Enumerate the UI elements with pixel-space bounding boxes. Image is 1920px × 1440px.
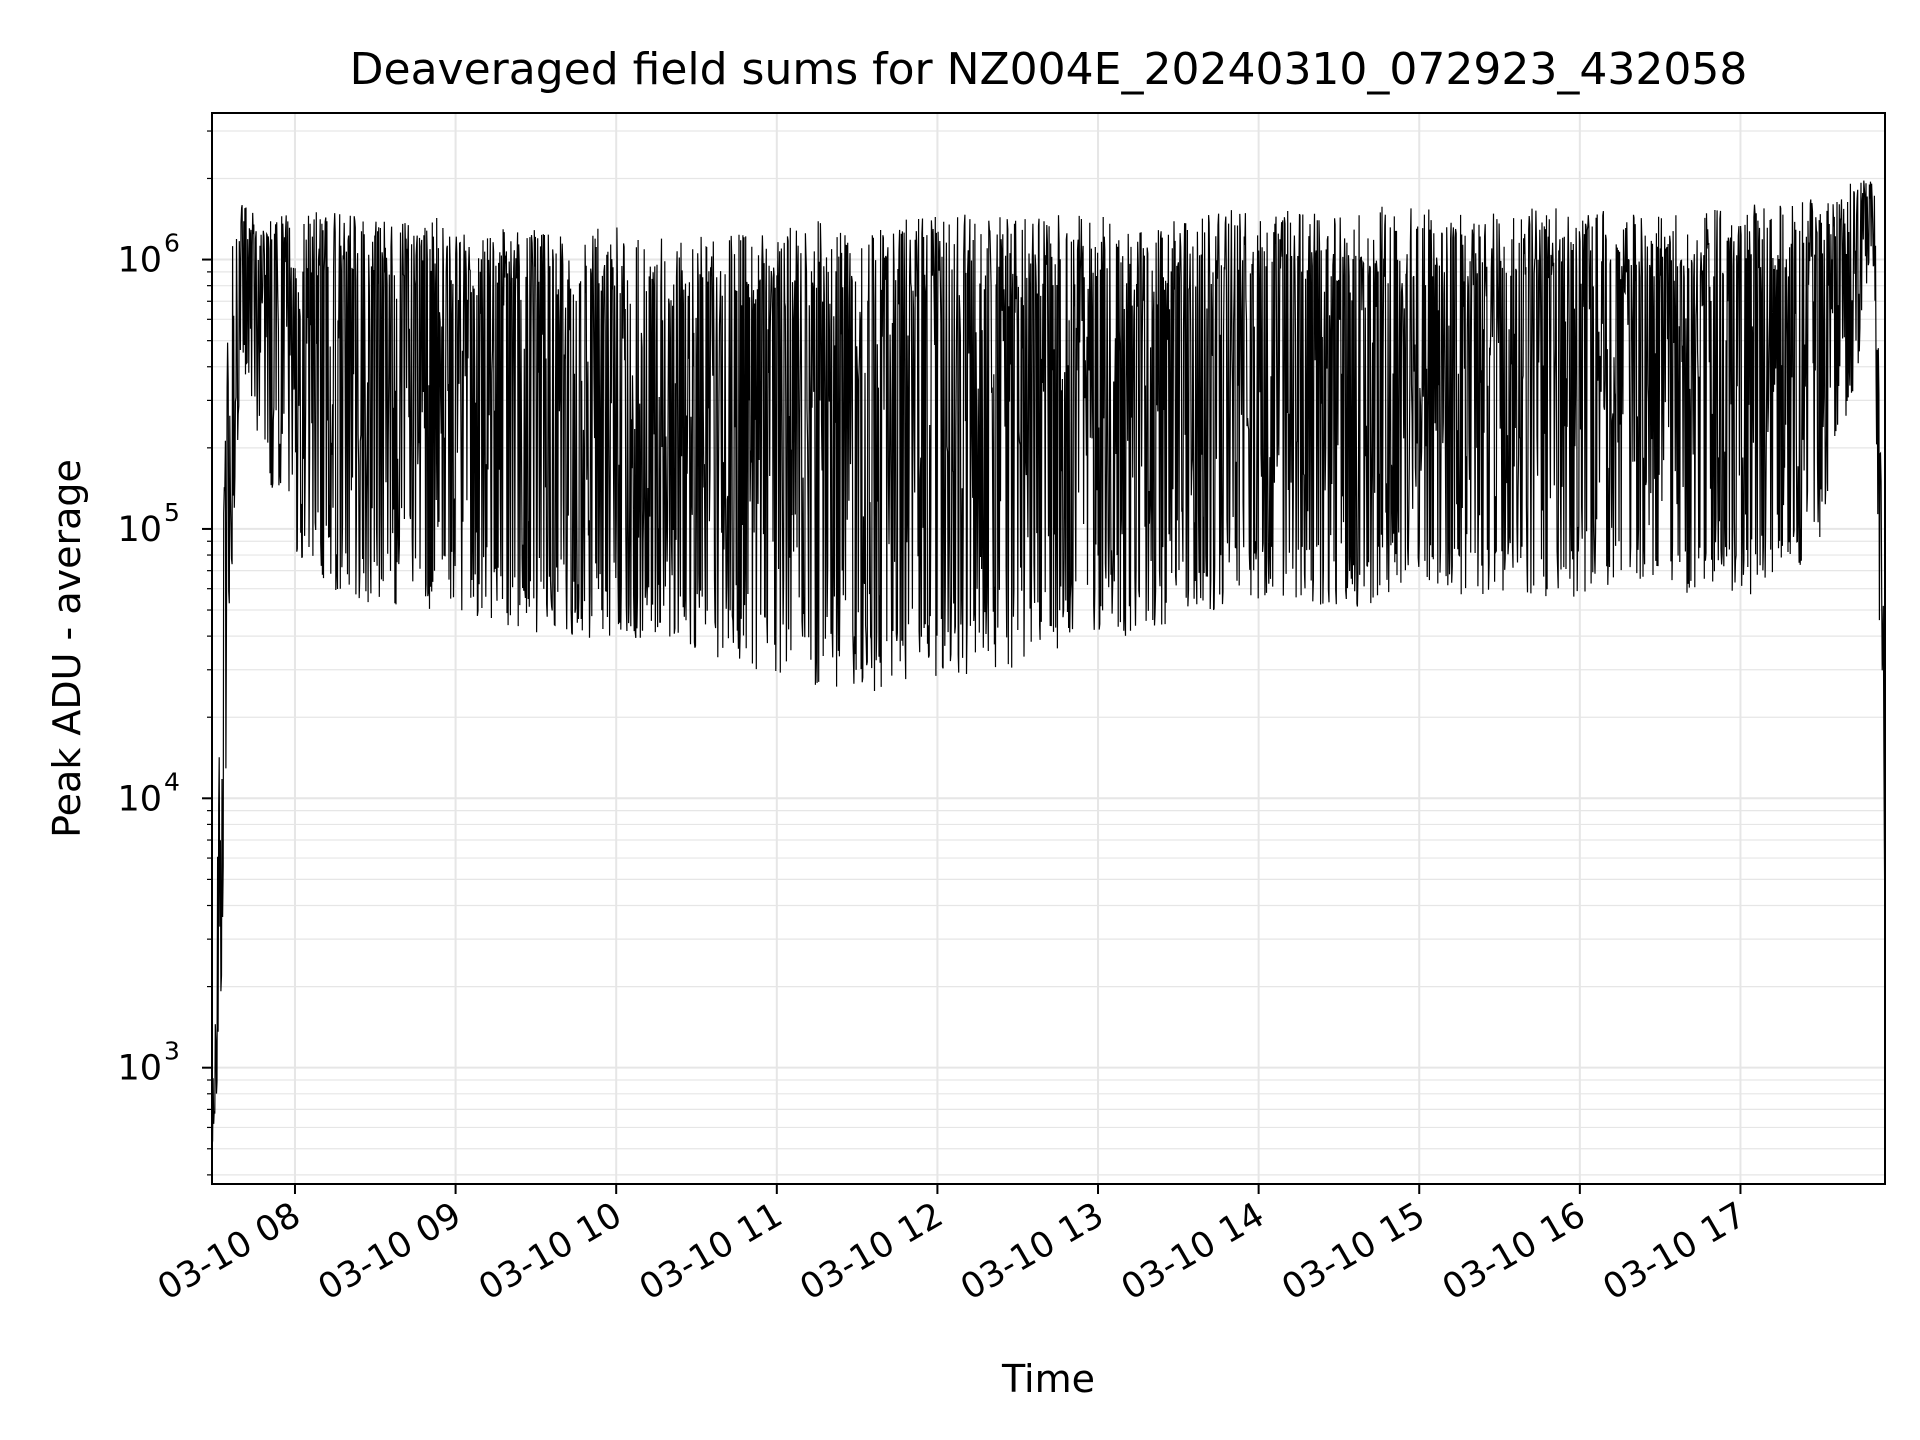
- y-tick-base: 10: [117, 510, 162, 550]
- y-tick-base: 10: [117, 779, 162, 819]
- y-tick-exponent: 3: [164, 1037, 180, 1066]
- y-axis-label: Peak ADU - average: [45, 459, 89, 838]
- y-tick-exponent: 5: [164, 498, 180, 527]
- y-tick-label: 10: [117, 510, 162, 550]
- y-tick-exponent: 6: [164, 229, 180, 258]
- plot-frame: [211, 112, 1886, 1185]
- y-tick-label: 10: [117, 241, 162, 281]
- series-line: [212, 180, 1885, 1147]
- y-tick-base: 10: [117, 241, 162, 281]
- data-layer: [212, 180, 1885, 1147]
- y-tick-label: 10: [117, 1049, 162, 1089]
- y-tick-exponent: 4: [164, 767, 180, 796]
- y-tick-base: 10: [117, 1049, 162, 1089]
- x-axis-label: Time: [1001, 1357, 1095, 1401]
- chart-title: Deaveraged field sums for NZ004E_2024031…: [350, 44, 1748, 95]
- y-tick-label: 10: [117, 779, 162, 819]
